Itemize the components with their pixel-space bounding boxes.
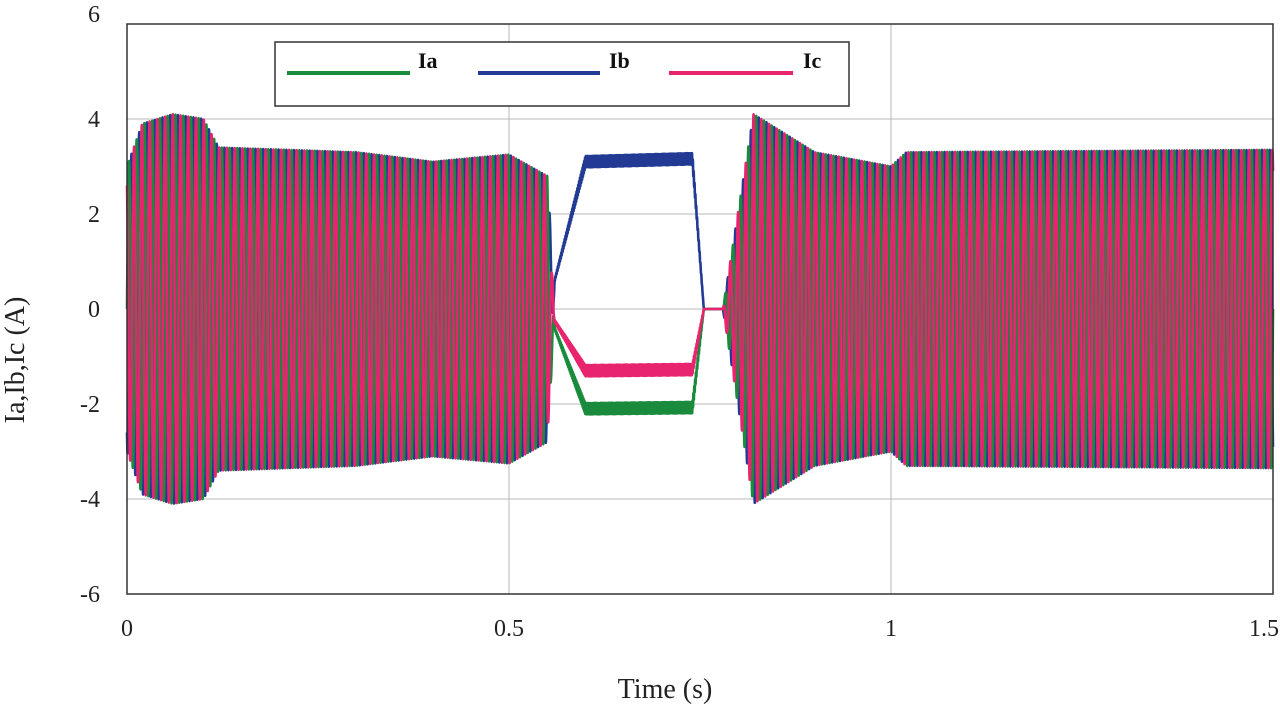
y-tick-label: -4	[80, 487, 100, 513]
y-axis-title: Ia,Ib,Ic (A)	[0, 297, 31, 424]
y-tick-label: 6	[88, 2, 100, 28]
legend-label-ib: Ib	[609, 48, 630, 73]
y-tick-label: -2	[80, 392, 100, 418]
legend-label-ia: Ia	[418, 48, 438, 73]
plot-frame	[126, 23, 1274, 595]
series-line-ic	[125, 112, 1275, 505]
x-tick-label: 1	[885, 616, 897, 642]
y-tick-label: -6	[80, 582, 100, 608]
y-tick-labels: -6 -4 -2 0 2 4 6	[80, 2, 100, 608]
y-tick-label: 4	[88, 107, 100, 133]
x-tick-labels: 0 0.5 1 1.5	[121, 616, 1279, 642]
y-tick-label: 2	[88, 202, 100, 228]
x-tick-label: 0.5	[494, 616, 524, 642]
legend: Ia Ib Ic	[274, 41, 850, 107]
legend-entries: Ia Ib Ic	[287, 48, 822, 75]
x-axis-title: Time (s)	[618, 674, 713, 705]
y-tick-label: 0	[88, 297, 100, 323]
x-tick-label: 1.5	[1249, 616, 1279, 642]
x-tick-label: 0	[121, 616, 133, 642]
series-lines	[125, 112, 1275, 505]
legend-label-ic: Ic	[803, 48, 822, 73]
